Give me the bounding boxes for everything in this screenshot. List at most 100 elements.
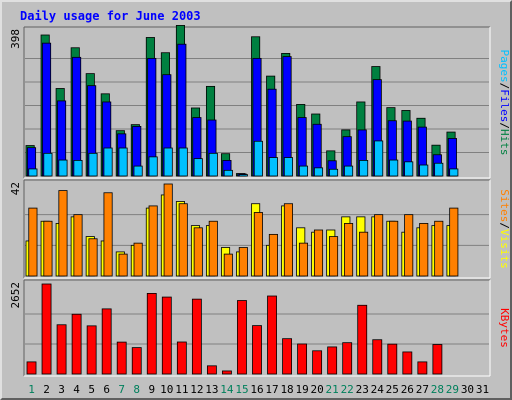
bar-kbytes-day-12	[191, 298, 202, 375]
bar-pages-day-11	[178, 147, 188, 177]
day-label-31: 31	[476, 383, 489, 396]
bar-sites-day-2	[43, 220, 53, 277]
bar-sites-day-28	[434, 220, 444, 277]
bar-pages-day-16	[253, 140, 263, 177]
bar-sites-day-1	[28, 207, 38, 277]
day-label-25: 25	[386, 383, 399, 396]
legend-separator: /	[498, 122, 511, 129]
bar-kbytes-day-7	[116, 341, 127, 375]
day-label-11: 11	[175, 383, 188, 396]
bar-sites-day-4	[73, 214, 83, 277]
bar-pages-day-29	[449, 168, 459, 177]
bar-sites-day-6	[103, 192, 113, 277]
day-label-18: 18	[280, 383, 293, 396]
bar-sites-day-9	[148, 205, 158, 277]
bar-kbytes-day-5	[86, 325, 97, 375]
day-label-2: 2	[43, 383, 50, 396]
bar-sites-day-5	[88, 238, 98, 277]
bar-sites-day-12	[193, 227, 203, 277]
bar-pages-day-2	[43, 152, 53, 177]
legend-sites: Sites	[498, 189, 511, 222]
panel-bottom: 2652 KBytes	[9, 279, 511, 377]
x-axis-labels: 1 2 3 4 5 6 7 8 9 10 11 12 13 14 15 16 17 18 19 20 21 22 23 24 2…	[28, 383, 489, 396]
bar-kbytes-day-27	[417, 361, 428, 375]
bar-pages-day-15	[238, 174, 248, 177]
day-label-7: 7	[118, 383, 125, 396]
bar-sites-day-10	[163, 183, 173, 277]
bar-pages-day-12	[193, 158, 203, 177]
bar-pages-day-19	[298, 165, 309, 177]
bar-kbytes-day-15	[237, 300, 247, 375]
day-label-20: 20	[311, 383, 324, 396]
bar-pages-day-26	[404, 161, 414, 177]
legend-visits: Visits	[498, 229, 511, 269]
legend-middle: Sites/Visits	[498, 189, 511, 269]
legend-kbytes: KBytes	[498, 308, 511, 348]
bar-pages-day-25	[389, 159, 399, 177]
day-label-27: 27	[416, 383, 429, 396]
bar-sites-day-15	[238, 247, 248, 277]
bar-kbytes-day-23	[357, 304, 368, 375]
bar-sites-day-18	[283, 203, 293, 277]
bar-kbytes-day-13	[206, 365, 217, 375]
bar-kbytes-day-6	[101, 308, 112, 375]
day-label-9: 9	[148, 383, 155, 396]
day-label-23: 23	[356, 383, 369, 396]
bar-pages-day-8	[133, 165, 143, 177]
bar-kbytes-day-24	[372, 339, 383, 375]
panel-middle: 42 Sites/Visits	[9, 179, 511, 279]
legend-hits: Hits	[498, 129, 511, 156]
bar-kbytes-day-8	[131, 347, 142, 375]
bar-kbytes-day-9	[146, 293, 157, 375]
day-label-17: 17	[265, 383, 278, 396]
bar-sites-day-8	[133, 242, 143, 277]
bar-sites-day-17	[268, 233, 278, 277]
bar-sites-day-24	[374, 214, 384, 277]
bar-sites-day-19	[298, 242, 309, 277]
day-label-15: 15	[235, 383, 248, 396]
day-label-10: 10	[160, 383, 173, 396]
bar-kbytes-day-10	[161, 296, 172, 375]
day-label-28: 28	[431, 383, 444, 396]
day-label-6: 6	[103, 383, 110, 396]
day-label-8: 8	[133, 383, 140, 396]
bar-kbytes-day-1	[26, 361, 37, 375]
day-label-14: 14	[220, 383, 234, 396]
bar-sites-day-21	[329, 236, 339, 277]
day-label-1: 1	[28, 383, 35, 396]
bar-kbytes-day-3	[56, 324, 67, 375]
day-label-21: 21	[326, 383, 339, 396]
bar-pages-day-17	[268, 157, 278, 177]
legend-bottom: KBytes	[498, 308, 511, 348]
y-max-label: 2652	[9, 282, 22, 309]
bar-sites-day-3	[58, 190, 68, 277]
bar-kbytes-day-17	[267, 295, 277, 375]
bar-pages-day-10	[163, 147, 173, 177]
chart-title: Daily usage for June 2003	[20, 9, 201, 23]
bar-sites-day-23	[359, 231, 369, 277]
bar-sites-day-13	[208, 220, 218, 277]
bar-sites-day-14	[223, 253, 233, 277]
legend-top: Pages/Files/Hits	[498, 50, 511, 156]
bar-kbytes-day-28	[432, 344, 443, 375]
day-label-12: 12	[190, 383, 203, 396]
legend-separator: /	[498, 222, 511, 229]
bar-kbytes-day-14	[222, 370, 232, 375]
bar-kbytes-day-20	[312, 350, 323, 375]
bar-kbytes-day-4	[71, 313, 82, 375]
bar-pages-day-21	[329, 168, 339, 177]
bar-kbytes-day-22	[342, 342, 353, 375]
bar-sites-day-7	[118, 253, 128, 277]
day-label-30: 30	[461, 383, 474, 396]
bar-pages-day-27	[419, 164, 429, 177]
day-label-16: 16	[250, 383, 263, 396]
bar-pages-day-3	[58, 159, 68, 177]
bar-kbytes-day-19	[297, 343, 308, 375]
day-label-26: 26	[401, 383, 414, 396]
day-label-29: 29	[446, 383, 459, 396]
bar-pages-day-24	[374, 140, 384, 177]
bar-files-day-4	[72, 56, 82, 177]
